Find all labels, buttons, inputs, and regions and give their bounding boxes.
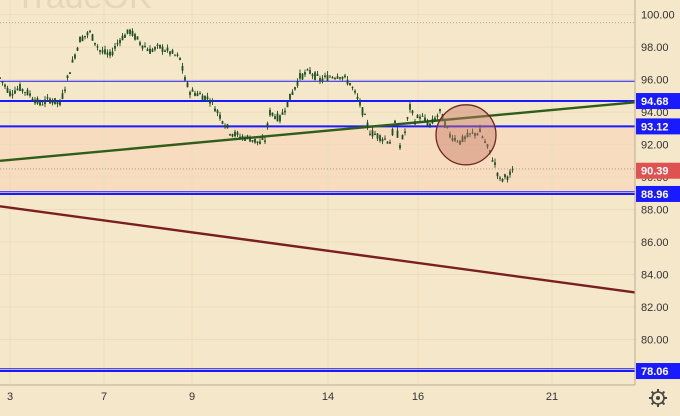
price-tick-label: 94.00 — [641, 107, 669, 119]
trendline-green[interactable] — [0, 101, 636, 163]
time-tick-label: 21 — [546, 391, 558, 403]
current-price-badge: 90.39 — [641, 166, 669, 178]
level-badge: 78.06 — [641, 366, 669, 378]
price-candles — [0, 28, 514, 183]
current-price-badge-bg — [636, 162, 680, 179]
level-badge: 93.12 — [641, 121, 669, 133]
price-tick-label: 80.00 — [641, 335, 669, 347]
price-tick-label: 100.00 — [641, 10, 675, 22]
level-badge-bg — [636, 93, 680, 110]
trendlines[interactable] — [0, 101, 636, 294]
gear-icon-teeth — [649, 389, 667, 407]
time-tick-label: 9 — [189, 391, 195, 403]
time-tick-label: 14 — [322, 391, 334, 403]
level-badge: 88.96 — [641, 189, 669, 201]
price-tick-label: 88.00 — [641, 205, 669, 217]
time-axis — [0, 385, 635, 411]
price-tick-label: 98.00 — [641, 42, 669, 54]
shaded-band — [0, 126, 635, 194]
time-tick-label: 16 — [412, 391, 424, 403]
price-tick-label: 96.00 — [641, 75, 669, 87]
level-badge-bg — [636, 118, 680, 135]
grid — [0, 0, 635, 385]
time-tick-label: 7 — [101, 391, 107, 403]
level-badge-bg — [636, 363, 680, 380]
horizontal-levels[interactable] — [0, 80, 635, 373]
settings-button[interactable] — [649, 389, 667, 407]
trendline-maroon[interactable] — [0, 205, 636, 294]
watermark: TradeOK — [15, 0, 152, 16]
highlight-circle[interactable] — [435, 104, 497, 166]
time-axis-ticks: 3 7 9 14 16 21 — [7, 391, 558, 403]
time-tick-label: 3 — [7, 391, 13, 403]
level-badge: 94.68 — [641, 96, 669, 108]
price-axis — [635, 0, 680, 411]
price-tick-label: 82.00 — [641, 302, 669, 314]
level-badge-bg — [636, 185, 680, 202]
gear-icon-hub — [656, 396, 660, 400]
highlight-circle-layer[interactable] — [435, 104, 497, 166]
price-tick-label: 84.00 — [641, 270, 669, 282]
dotted-lines — [0, 22, 635, 170]
price-badges: 94.68 93.12 88.96 78.06 90.39 — [636, 93, 680, 380]
price-tick-label: 92.00 — [641, 140, 669, 152]
price-tick-label: 86.00 — [641, 237, 669, 249]
